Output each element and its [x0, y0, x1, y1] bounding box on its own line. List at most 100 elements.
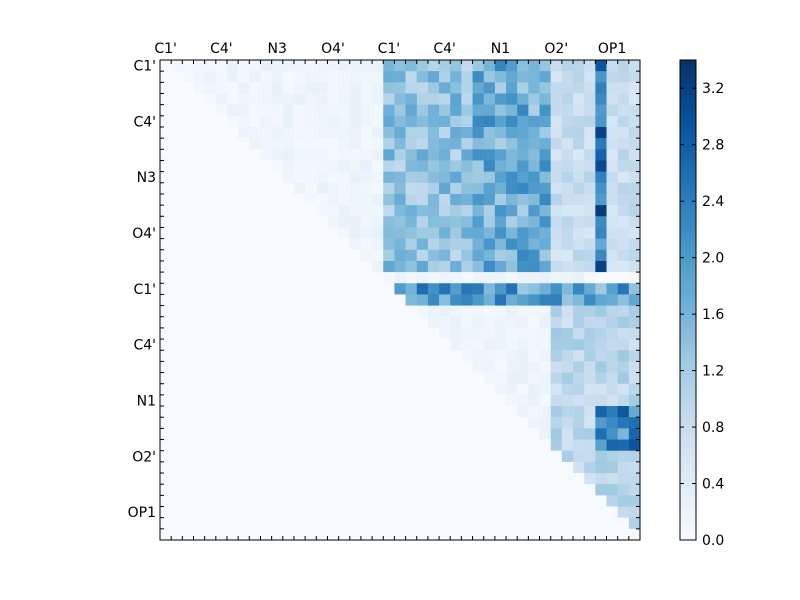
heatmap-cell — [606, 350, 619, 362]
heatmap-cell — [506, 171, 518, 184]
heatmap-cell — [293, 394, 306, 407]
heatmap-cell — [226, 339, 239, 351]
heatmap-cell — [271, 506, 284, 519]
heatmap-cell — [271, 461, 284, 474]
heatmap-cell — [226, 394, 239, 407]
heatmap-cell — [204, 383, 217, 396]
heatmap-cell — [439, 473, 451, 485]
heatmap-cell — [461, 450, 473, 463]
heatmap-cell — [249, 149, 261, 161]
heatmap-cell — [305, 115, 317, 128]
heatmap-cell — [606, 495, 619, 507]
heatmap-cell — [539, 528, 552, 541]
heatmap-cell — [416, 350, 429, 362]
heatmap-cell — [405, 428, 418, 440]
heatmap-cell — [461, 171, 473, 184]
heatmap-cell — [204, 182, 217, 195]
heatmap-cell — [204, 305, 217, 318]
heatmap-cell — [450, 450, 462, 463]
heatmap-cell — [349, 71, 362, 83]
heatmap-cell — [226, 305, 239, 318]
heatmap-cell — [606, 428, 619, 440]
heatmap-cell — [405, 484, 418, 496]
heatmap-cell — [171, 528, 183, 541]
heatmap-cell — [271, 450, 284, 463]
heatmap-cell — [349, 361, 362, 373]
heatmap-cell — [528, 294, 540, 306]
heatmap-cell — [606, 60, 619, 72]
heatmap-cell — [293, 372, 306, 385]
heatmap-cell — [584, 528, 596, 541]
heatmap-cell — [182, 149, 194, 161]
heatmap-cell — [517, 160, 529, 173]
heatmap-cell — [338, 193, 351, 206]
heatmap-cell — [606, 93, 619, 106]
heatmap-cell — [539, 82, 552, 94]
heatmap-cell — [327, 506, 340, 519]
heatmap-cell — [439, 394, 451, 407]
heatmap-cell — [160, 327, 172, 340]
heatmap-cell — [372, 383, 384, 396]
heatmap-cell — [171, 428, 183, 440]
heatmap-cell — [439, 327, 451, 340]
heatmap-cell — [617, 294, 630, 306]
heatmap-cell — [584, 461, 596, 474]
heatmap-cell — [461, 305, 473, 318]
heatmap-cell — [171, 249, 183, 262]
heatmap-cell — [338, 528, 351, 541]
heatmap-cell — [472, 126, 485, 139]
heatmap-cell — [271, 149, 284, 161]
heatmap-cell — [405, 283, 418, 295]
heatmap-cell — [550, 305, 563, 318]
heatmap-cell — [171, 339, 183, 351]
heatmap-cell — [193, 394, 206, 407]
heatmap-cell — [617, 272, 630, 284]
heatmap-cell — [171, 205, 183, 217]
heatmap-cell — [416, 406, 429, 418]
heatmap-cell — [271, 327, 284, 340]
heatmap-cell — [293, 361, 306, 373]
heatmap-cell — [439, 238, 451, 251]
heatmap-cell — [584, 272, 596, 284]
heatmap-cell — [293, 238, 306, 251]
heatmap-cell — [249, 417, 261, 429]
heatmap-cell — [573, 149, 585, 161]
heatmap-cell — [517, 216, 529, 228]
heatmap-cell — [372, 115, 384, 128]
heatmap-cell — [472, 249, 485, 262]
heatmap-cell — [617, 182, 630, 195]
heatmap-cell — [171, 104, 183, 117]
heatmap-cell — [394, 82, 406, 94]
heatmap-cell — [305, 506, 317, 519]
heatmap-cell — [215, 115, 228, 128]
heatmap-cell — [349, 60, 362, 72]
heatmap-cell — [494, 182, 507, 195]
heatmap-cell — [238, 60, 250, 72]
heatmap-cell — [494, 461, 507, 474]
heatmap-cell — [238, 417, 250, 429]
heatmap-cell — [271, 216, 284, 228]
heatmap-cell — [383, 71, 395, 83]
heatmap-cell — [450, 260, 462, 273]
heatmap-cell — [316, 473, 328, 485]
heatmap-cell — [160, 238, 172, 251]
heatmap-cell — [226, 484, 239, 496]
heatmap-cell — [160, 339, 172, 351]
heatmap-cell — [483, 339, 496, 351]
heatmap-cell — [193, 193, 206, 206]
heatmap-cell — [360, 316, 373, 329]
heatmap-cell — [561, 517, 574, 530]
heatmap-cell — [405, 182, 418, 195]
heatmap-cell — [349, 506, 362, 519]
heatmap-cell — [483, 383, 496, 396]
heatmap-cell — [305, 450, 317, 463]
heatmap-cell — [193, 528, 206, 541]
heatmap-cell — [193, 428, 206, 440]
heatmap-cell — [550, 350, 563, 362]
left-axis-label: OP1 — [128, 505, 156, 521]
heatmap-cell — [249, 249, 261, 262]
heatmap-cell — [595, 160, 607, 173]
heatmap-cell — [628, 249, 641, 262]
heatmap-cell — [305, 294, 317, 306]
